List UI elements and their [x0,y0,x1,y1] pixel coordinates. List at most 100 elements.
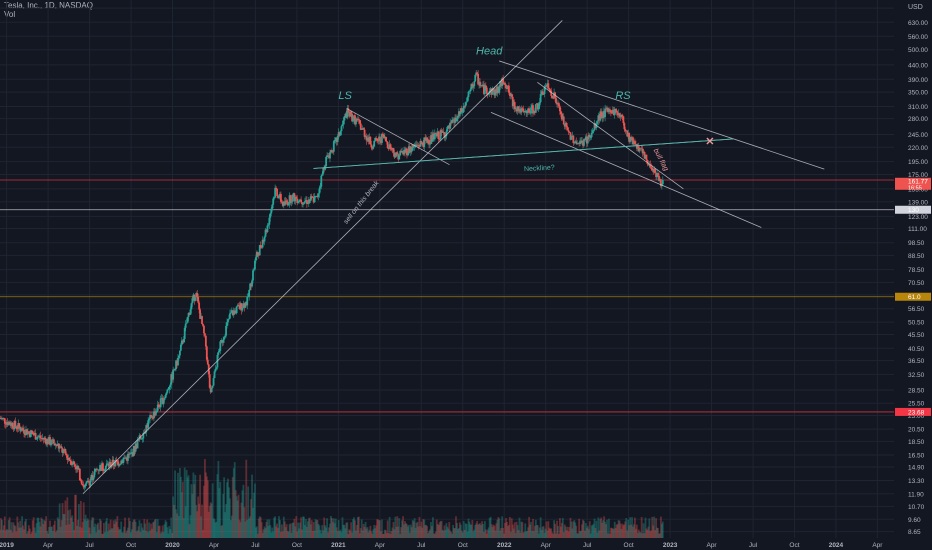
volume-bar [14,526,17,538]
volume-bar [410,527,413,538]
volume-bar [63,514,66,538]
candle [30,430,33,433]
candle [96,469,99,471]
volume-bar [529,524,531,538]
x-tick-label: Jul [417,542,426,549]
candle [128,453,130,455]
volume-bar [489,516,492,538]
candle [211,385,214,388]
volume-bar [366,527,369,538]
volume-bar [481,521,483,538]
candle [263,236,266,242]
volume-bar [277,527,279,538]
volume-bar [64,500,67,538]
volume-bar [378,520,380,538]
candle [584,136,587,141]
volume-bar [77,504,80,538]
candle [533,110,535,114]
level-tag-label: 61.0 [908,294,921,301]
candle [83,486,86,488]
candle [385,141,388,142]
volume-bar [1,519,3,538]
volume-bar [241,490,244,538]
volume-bar [497,516,500,538]
annotation-label: LS [338,90,352,102]
candle [645,154,648,161]
volume-bar [577,533,580,538]
candle [541,91,544,95]
candle [233,310,236,312]
candle [330,150,333,152]
candle [14,420,17,427]
volume-bar [39,526,42,538]
candle [47,439,50,444]
candle [609,110,612,113]
candle [212,378,215,386]
y-tick-label: 155.00 [908,186,928,193]
candle [309,196,312,201]
candle [146,425,149,428]
candle [132,445,135,456]
volume-bar [490,524,493,538]
candle [492,88,495,91]
candle [243,303,246,308]
candle [414,144,417,147]
candle [628,132,631,142]
volume-bar [55,530,58,538]
candle [42,437,45,440]
volume-bar [610,527,613,538]
y-tick-label: 440.00 [908,62,928,69]
candle [461,111,464,113]
candle [124,457,126,459]
volume-bar [474,525,477,538]
volume-bar [418,516,421,538]
volume-bar [594,527,597,538]
candle [69,460,72,462]
volume-bar [356,524,358,538]
volume-bar [573,520,576,538]
candle [157,404,160,407]
x-tick-label: Jul [251,542,260,549]
volume-bar [261,532,264,538]
candle [356,119,359,121]
volume-bar [646,529,649,538]
candle [174,368,176,371]
volume-bar [133,519,136,538]
volume-bar [122,532,125,538]
candle [122,458,125,464]
volume-bar [462,521,465,538]
candle [359,123,362,130]
candle [367,137,370,142]
volume-bar [337,520,340,538]
volume-bar [526,530,529,538]
candle [604,108,607,118]
candle [206,359,209,365]
candle [612,109,615,116]
volume-bar [355,530,357,538]
volume-bar [149,530,151,538]
volume-bar [507,526,509,538]
volume-bar [448,522,451,538]
volume-bar [320,533,323,538]
volume-bar [409,524,412,538]
candle [396,152,399,155]
candle [269,213,272,218]
volume-bar [622,525,625,538]
level-tag [895,407,931,416]
volume-bar [328,527,330,538]
volume-bar [540,529,543,538]
volume-bar [607,533,609,538]
candle [653,168,656,173]
volume-bar [157,525,160,538]
candle [491,88,494,95]
volume-bar [564,526,567,538]
volume-bar [510,518,513,538]
volume-bar [167,533,170,538]
candle [538,102,541,106]
volume-bar [505,518,507,538]
volume-bar [467,518,470,538]
candle [343,116,346,121]
candle [335,137,338,143]
candle [322,168,325,174]
